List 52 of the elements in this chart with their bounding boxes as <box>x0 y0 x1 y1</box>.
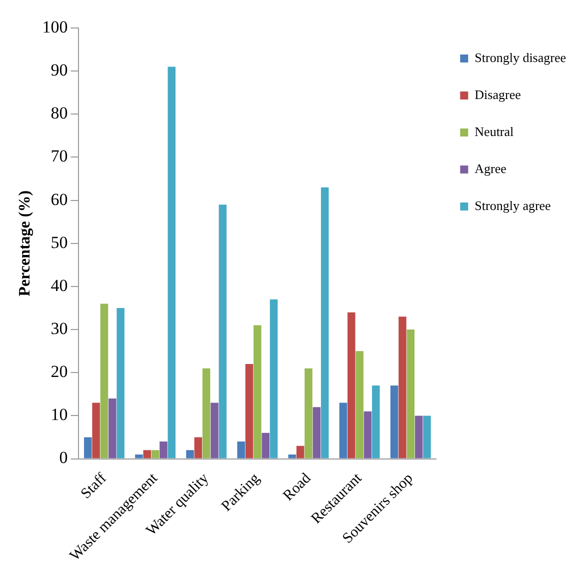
bar <box>151 450 160 458</box>
bar <box>296 446 304 458</box>
bar <box>372 386 380 458</box>
bar <box>304 368 312 458</box>
bar <box>423 416 431 458</box>
y-tick-label: 60 <box>50 190 68 209</box>
bar <box>254 325 262 458</box>
bar <box>312 407 321 458</box>
bar <box>194 437 202 458</box>
bar <box>168 66 176 458</box>
bar <box>356 351 364 458</box>
bar <box>100 304 108 458</box>
y-tick-label: 20 <box>50 362 68 382</box>
bar <box>116 308 124 458</box>
bar <box>160 442 168 458</box>
bar <box>202 368 210 458</box>
y-tick-label: 30 <box>50 319 68 338</box>
y-tick-label: 50 <box>50 232 68 252</box>
y-tick-label: 0 <box>59 448 68 468</box>
y-axis-title: Percentage (%) <box>16 190 34 296</box>
legend-label: Strongly agree <box>474 198 552 213</box>
legend-label: Strongly disagree <box>474 50 566 65</box>
legend-label: Neutral <box>474 124 514 139</box>
y-tick-label: 80 <box>50 104 68 123</box>
bar <box>237 442 245 458</box>
y-tick-label: 100 <box>42 17 68 36</box>
bar <box>390 386 398 458</box>
bar <box>92 402 100 458</box>
bar <box>186 450 194 458</box>
y-tick-label: 40 <box>50 276 68 295</box>
bar <box>143 450 152 458</box>
bar <box>288 454 296 458</box>
bar <box>84 437 92 458</box>
bar <box>245 364 254 458</box>
legend-label: Agree <box>474 160 507 176</box>
legend-label: Disagree <box>474 86 522 102</box>
bar <box>218 204 227 458</box>
bar <box>262 432 270 458</box>
bar <box>108 398 116 458</box>
bar <box>348 312 356 458</box>
bar <box>364 411 372 458</box>
bar <box>406 330 415 458</box>
y-tick-label: 90 <box>50 60 68 80</box>
bar <box>320 187 329 458</box>
bar <box>135 454 143 458</box>
y-tick-label: 10 <box>50 405 68 424</box>
y-tick-label: 70 <box>50 146 68 166</box>
bar <box>270 299 278 458</box>
bar <box>210 402 218 458</box>
bar <box>414 416 423 458</box>
bar <box>398 316 406 458</box>
bar <box>339 402 348 458</box>
